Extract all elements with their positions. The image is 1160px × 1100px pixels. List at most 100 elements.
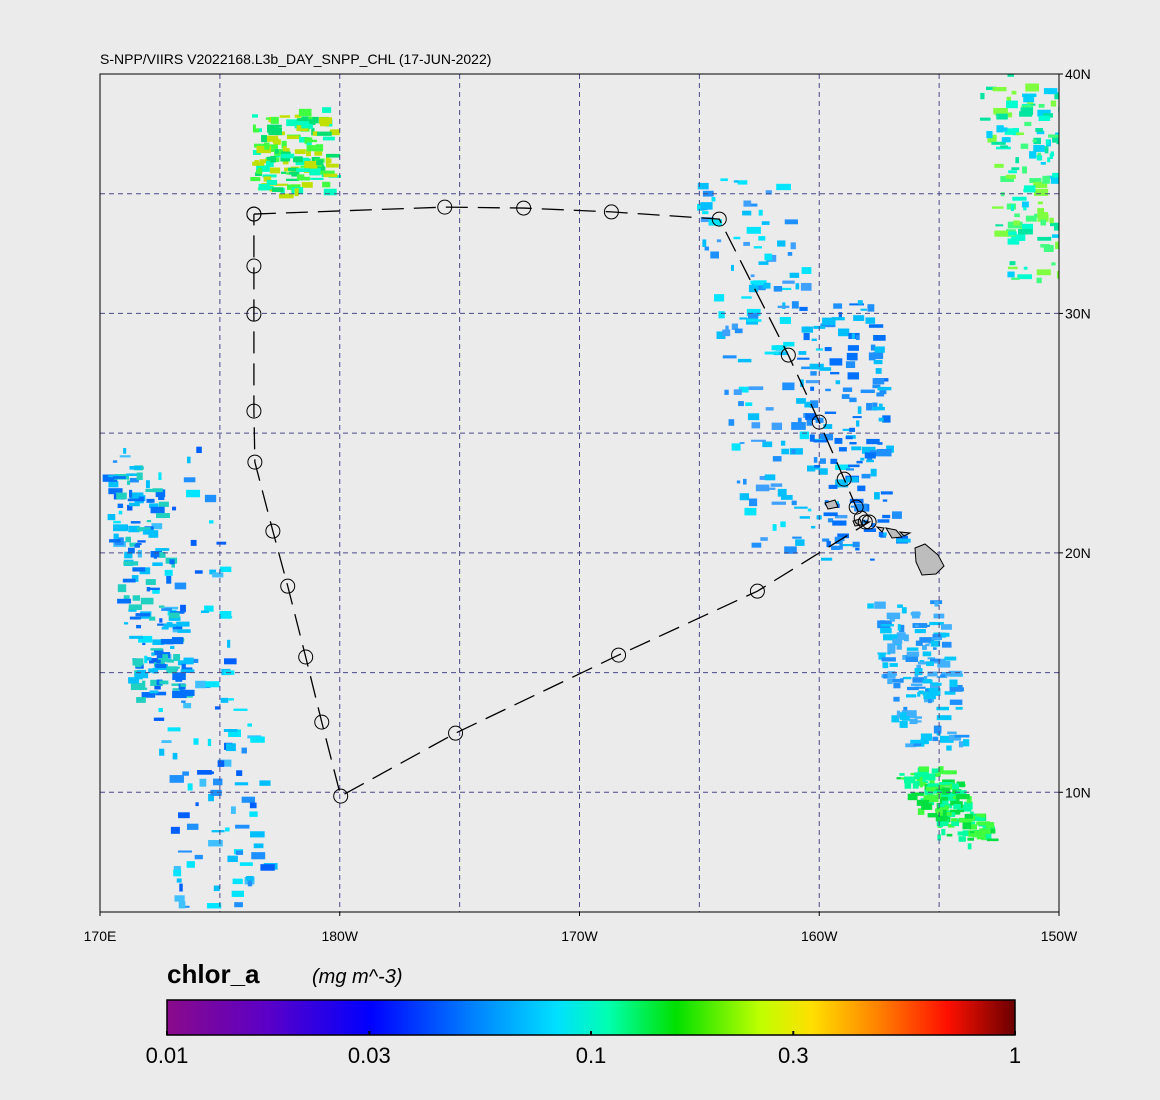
chlorophyll-patch — [123, 595, 130, 600]
chlorophyll-patch — [846, 476, 859, 483]
chlorophyll-patch — [819, 367, 832, 371]
chlorophyll-patch — [169, 775, 184, 783]
x-tick-label: 170W — [561, 928, 598, 944]
chlorophyll-patch — [322, 107, 332, 113]
chlorophyll-patch — [1043, 244, 1054, 252]
chlorophyll-patch — [842, 387, 853, 392]
chlorophyll-patch — [129, 616, 141, 620]
chlorophyll-patch — [146, 498, 155, 503]
chlorophyll-patch — [158, 605, 165, 608]
chlorophyll-patch — [923, 675, 928, 682]
chlorophyll-patch — [743, 200, 752, 207]
chlorophyll-patch — [866, 438, 880, 445]
chlorophyll-patch — [921, 803, 933, 810]
chlorophyll-patch — [113, 520, 121, 524]
cruise-track — [246, 199, 877, 804]
chlorophyll-patch — [1004, 128, 1019, 135]
chlorophyll-patch — [947, 731, 957, 735]
chlorophyll-patch — [781, 448, 790, 455]
chlorophyll-patch — [176, 621, 190, 627]
chlorophyll-patch — [866, 402, 873, 411]
chlorophyll-patch — [195, 802, 199, 807]
chlorophyll-patch — [227, 639, 231, 648]
island — [898, 531, 912, 537]
chlorophyll-patch — [949, 734, 961, 741]
chlorophyll-patch — [753, 246, 762, 249]
chlorophyll-patch — [186, 489, 201, 498]
chlorophyll-patch — [914, 668, 923, 676]
chlorophyll-patch — [157, 658, 165, 666]
station — [246, 306, 262, 322]
chlorophyll-patch — [1011, 167, 1020, 171]
chlorophyll-patch — [137, 540, 146, 543]
chlorophyll-patch — [925, 643, 930, 647]
chlorophyll-patch — [149, 690, 159, 694]
chlorophyll-patch — [1007, 231, 1017, 236]
chlorophyll-patch — [1056, 271, 1059, 279]
chlorophyll-patch — [118, 510, 123, 515]
colorbar-tick-label: 1 — [1009, 1043, 1021, 1068]
chlorophyll-patch — [1006, 96, 1012, 104]
chlorophyll-patch — [702, 239, 707, 248]
chlorophyll-patch — [780, 440, 786, 446]
chlorophyll-patch — [1000, 145, 1009, 148]
chlorophyll-patch — [306, 145, 322, 152]
chlorophyll-patch — [1047, 175, 1057, 179]
chlorophyll-patch — [281, 153, 295, 159]
chlorophyll-patch — [228, 729, 241, 737]
chlorophyll-patch — [1033, 181, 1048, 189]
chlorophyll-patch — [880, 627, 892, 634]
chlorophyll-patch — [925, 687, 941, 696]
chlorophyll-patch — [1045, 139, 1050, 145]
chlorophyll-patch — [1029, 151, 1037, 159]
chlorophyll-patch — [865, 317, 876, 324]
chlorophyll-patch — [128, 677, 140, 684]
chlorophyll-patch — [260, 864, 275, 871]
chlorophyll-patch — [722, 329, 731, 337]
chlorophyll-patch — [1065, 189, 1078, 194]
colorbar-tick-label: 0.01 — [146, 1043, 189, 1068]
chlorophyll-patch — [1026, 103, 1036, 106]
colorbar-tick-label: 0.03 — [348, 1043, 391, 1068]
chlorophyll-patch — [310, 177, 324, 180]
chlorophyll-patch — [259, 159, 272, 164]
chlorophyll-patch — [869, 558, 875, 561]
chlorophyll-patch — [1038, 115, 1051, 121]
chlorophyll-patch — [251, 852, 266, 860]
chlorophyll-patch — [737, 358, 752, 363]
chlorophyll-patch — [933, 773, 941, 777]
chlorophyll-patch — [297, 118, 306, 123]
chlorophyll-patch — [951, 818, 958, 823]
chlorophyll-patch — [249, 811, 258, 817]
chlorophyll-patch — [326, 163, 339, 168]
chlorophyll-patch — [713, 294, 725, 302]
chlorophyll-patch — [979, 117, 991, 121]
chlorophyll-patch — [946, 833, 953, 837]
chlorophyll-patch — [896, 710, 901, 719]
chlorophyll-patch — [985, 822, 995, 829]
chlorophyll-patch — [860, 457, 865, 461]
chlorophyll-patch — [1013, 220, 1020, 226]
chlorophyll-patch — [270, 155, 277, 163]
chlorophyll-patch — [926, 786, 935, 792]
chlorophyll-patch — [769, 487, 776, 490]
chlorophyll-patch — [904, 776, 916, 784]
chlorophyll-patch — [962, 821, 972, 830]
chlorophyll-patch — [842, 428, 854, 431]
chlorophyll-patch — [789, 448, 803, 455]
chlorophyll-patch — [860, 389, 875, 394]
chlorophyll-patch — [298, 108, 312, 117]
chlorophyll-patch — [323, 188, 337, 196]
chlorophyll-patch — [887, 652, 891, 655]
chlorophyll-patch — [288, 171, 294, 175]
chlorophyll-patch — [994, 163, 1004, 168]
chlorophyll-patch — [219, 611, 232, 619]
chlorophyll-patch — [142, 642, 146, 646]
chlorophyll-patch — [113, 524, 128, 532]
chlorophyll-patch — [815, 348, 824, 351]
chlorophyll-patch — [887, 647, 896, 654]
chlorophyll-patch — [1037, 236, 1052, 241]
chlorophyll-patch — [159, 680, 169, 685]
chlorophyll-patch — [1067, 253, 1080, 258]
chlorophyll-patch — [824, 411, 837, 414]
